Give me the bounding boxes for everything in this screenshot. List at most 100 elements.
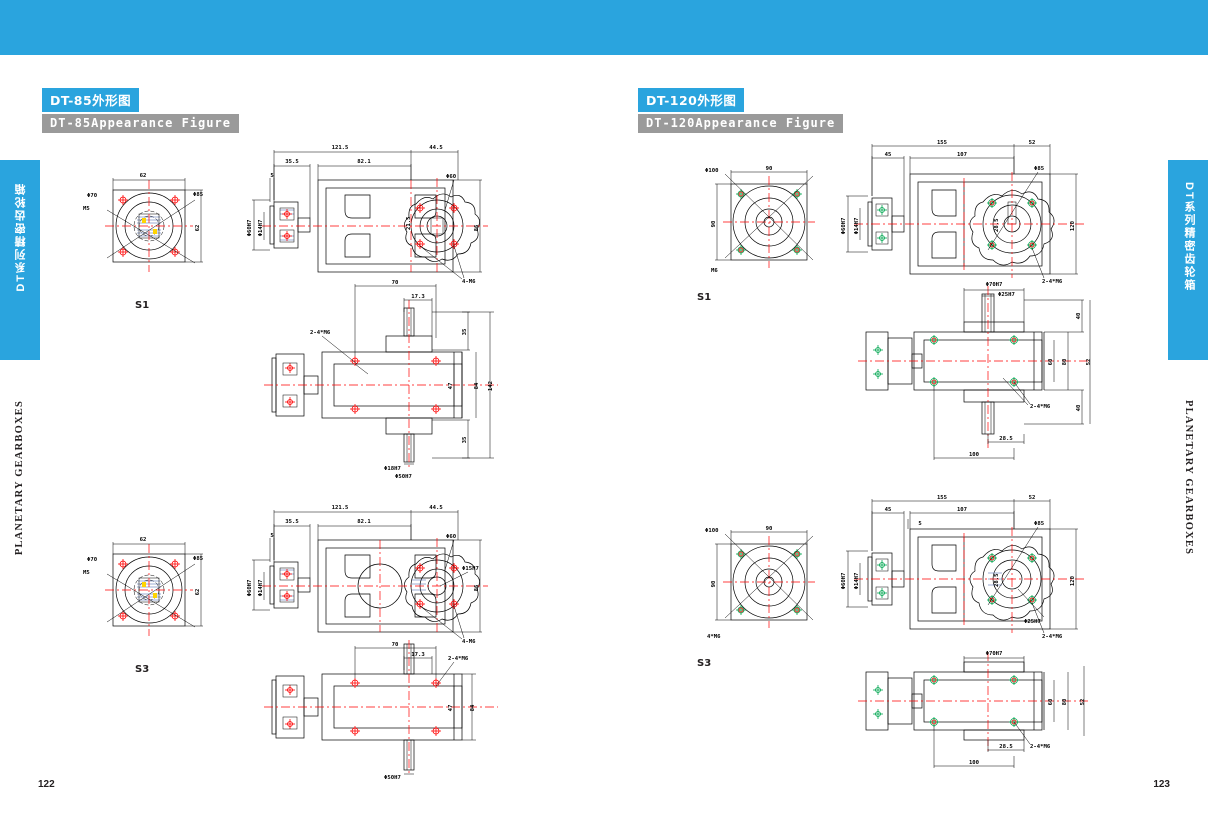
dim-dt120-s3-side-overall: 155 — [937, 495, 947, 501]
sidebar-tab-left: DT系列精密齿轮箱 — [0, 160, 40, 360]
top-banner — [0, 0, 1208, 55]
drawing-dt85-s1-front: 62 62 Φ70 Φ85 M5 S1 — [75, 148, 235, 323]
dim-dt85-s1-plan-slot: 17.3 — [411, 294, 424, 300]
dim-dt120-s3-side-motor: 45 — [885, 507, 892, 513]
heading-right-page: DT-120外形图 DT-120Appearance Figure — [638, 88, 844, 133]
dim-dt85-s1-side-output: 44.5 — [429, 145, 442, 151]
heading-right-cn: DT-120外形图 — [638, 88, 745, 112]
dim-dt120-s3-side-pilot: Φ60H7 — [841, 573, 847, 590]
dim-dt85-s1-plan-top-h: 35 — [462, 329, 468, 336]
dim-dt120-s1-side-pcd: Φ85 — [1034, 166, 1044, 172]
dim-dt85-s3-side-height: 86 — [474, 584, 480, 591]
dim-dt120-s3-side-body: 107 — [957, 507, 967, 513]
dim-dt120-s1-plan-mount-len: 100 — [969, 452, 980, 458]
dim-dt120-s3-side-shaft-in: Φ14H7 — [854, 573, 860, 590]
dim-dt85-s3-side-flange-t: 5 — [270, 533, 273, 539]
dim-dt85-s1-side-pilot: Φ60H7 — [247, 220, 253, 237]
dim-dt120-s3-front-thread: 4*M6 — [707, 634, 721, 640]
dim-dt120-s3-front-outer-circle: Φ100 — [705, 528, 719, 534]
dim-dt120-s1-plan-slot: 28.5 — [999, 436, 1012, 442]
dim-dt120-s3-side-hub: 28.5 — [994, 574, 1000, 587]
dim-dt85-s1-plan-mid-w: 84 — [474, 382, 480, 389]
heading-left-en: DT-85Appearance Figure — [42, 114, 239, 133]
dim-dt120-s3-side-output: 52 — [1029, 495, 1036, 501]
dim-dt120-s3-front-height: 90 — [711, 580, 717, 587]
page-number-right: 123 — [1153, 779, 1170, 790]
dim-dt85-s1-plan-thread: 2-4*M6 — [310, 330, 331, 336]
variant-label-dt120-s1: S1 — [697, 292, 711, 303]
drawing-dt120-s3-front: 90 90 Φ100 4*M6 S3 — [695, 508, 835, 688]
dim-dt120-s1-side-pilot: Φ60H7 — [841, 218, 847, 235]
dim-dt120-s1-front-height: 90 — [711, 220, 717, 227]
dim-dt85-s1-side-pcd: Φ60 — [446, 174, 457, 180]
dim-dt85-s3-side-thread: 4-M6 — [462, 639, 476, 645]
dim-dt85-s3-plan-shaft-out: Φ50H7 — [384, 775, 401, 781]
dim-dt120-s1-side-overall: 155 — [937, 140, 947, 146]
dim-dt85-s3-front-width: 62 — [140, 537, 147, 543]
variant-label-dt85-s1: S1 — [135, 300, 149, 311]
drawing-dt120-s1-plan: Φ70H7 Φ25H7 40 40 60 80 52 2-4*M6 — [858, 282, 1098, 472]
dim-dt85-s1-plan-overall-w: 142 — [488, 381, 494, 391]
dim-dt85-s1-front-bolt-circle: Φ70 — [87, 193, 98, 199]
dim-dt85-s3-side-bore: Φ15H7 — [462, 566, 479, 572]
dim-dt120-s1-front-width: 90 — [766, 166, 773, 172]
dim-dt120-s1-side-output: 52 — [1029, 140, 1036, 146]
dim-dt120-s1-plan-pilot-out: Φ70H7 — [986, 282, 1003, 288]
dim-dt85-s1-side-body: 82.1 — [357, 159, 371, 165]
dim-dt120-s3-plan-inner-w: 60 — [1048, 698, 1054, 705]
dim-dt85-s1-plan-shaft-out: Φ18H7 — [384, 466, 401, 472]
dim-dt85-s1-front-height: 62 — [195, 225, 201, 232]
dim-dt120-s3-plan-thread: 2-4*M6 — [1030, 744, 1051, 750]
dim-dt85-s3-side-overall: 121.5 — [332, 505, 349, 511]
sidebar-left-en-label: PLANETARY GEARBOXES — [14, 400, 25, 556]
drawing-dt85-s3-side: 121.5 44.5 35.5 82.1 5 Φ60H7 Φ14H7 86 Φ6 — [240, 500, 495, 650]
dim-dt120-s1-plan-inner-w: 60 — [1048, 358, 1054, 365]
dim-dt120-s3-plan-pilot-out: Φ70H7 — [986, 651, 1003, 657]
variant-label-dt120-s3: S3 — [697, 658, 711, 669]
dim-dt85-s1-front-outer-circle: Φ85 — [193, 192, 203, 198]
dim-dt120-s1-front-outer-circle: Φ100 — [705, 168, 719, 174]
dim-dt85-s3-front-outer-circle: Φ85 — [193, 556, 203, 562]
dim-dt120-s1-side-height: 120 — [1070, 220, 1076, 231]
dim-dt85-s1-front-thread: M5 — [83, 206, 90, 212]
dim-dt85-s1-side-height: 86 — [474, 224, 480, 231]
dim-dt120-s3-plan-slot: 28.5 — [999, 744, 1012, 750]
dim-dt85-s3-plan-thread: 2-4*M6 — [448, 656, 469, 662]
dim-dt85-s1-plan-inner-w: 47 — [448, 383, 454, 390]
drawing-dt85-s3-front: 62 62 Φ70 Φ85 M5 S3 — [75, 512, 235, 687]
sidebar-right-cn-label: DT系列精密齿轮箱 — [1183, 182, 1195, 292]
drawing-dt120-s3-side: 155 52 45 107 5 Φ60H7 Φ14H7 120 Φ85 28.5 — [828, 495, 1093, 645]
dim-dt120-s1-plan-top-h: 40 — [1076, 312, 1082, 319]
dim-dt85-s3-front-thread: M5 — [83, 570, 90, 576]
dim-dt120-s1-side-thread: 2-4*M6 — [1042, 279, 1063, 285]
dim-dt85-s3-plan-slot: 17.3 — [411, 652, 424, 658]
dim-dt85-s1-side-thread: 4-M6 — [462, 279, 476, 285]
dim-dt120-s1-side-shaft-in: Φ14H7 — [854, 218, 860, 235]
dim-dt120-s1-side-hub: 28.5 — [994, 219, 1000, 232]
drawing-dt120-s1-side: 155 52 45 107 Φ60H7 Φ14H7 120 Φ8 — [828, 140, 1093, 290]
dim-dt85-s1-front-width: 62 — [140, 173, 147, 179]
drawing-dt120-s1-front: 90 90 Φ100 M6 S1 — [695, 148, 835, 323]
dim-dt120-s1-plan-thread: 2-4*M6 — [1030, 404, 1051, 410]
dim-dt120-s1-plan-overall-w: 52 — [1086, 359, 1092, 366]
dim-dt85-s1-side-shaft-in: Φ14H7 — [258, 220, 264, 237]
dim-dt85-s3-side-motor: 35.5 — [285, 519, 298, 525]
dim-dt85-s3-front-height: 62 — [195, 589, 201, 596]
drawing-dt85-s1-side: 121.5 44.5 35.5 82.1 5 Φ60H7 Φ14H7 — [240, 140, 495, 290]
dim-dt85-s3-plan-inner-w: 47 — [448, 705, 454, 712]
dim-dt85-s3-plan-mount-len: 70 — [392, 642, 399, 648]
dim-dt85-s3-plan-mid-w: 84 — [470, 704, 476, 711]
dim-dt85-s1-side-overall: 121.5 — [332, 145, 349, 151]
dim-dt85-s1-plan-bot-h: 35 — [462, 437, 468, 444]
drawing-dt85-s1-plan: 70 17.3 2-4*M6 35 35 47 84 — [258, 278, 508, 473]
dim-dt120-s1-plan-bot-h: 40 — [1076, 404, 1082, 411]
dim-dt120-s3-side-thread: 2-4*M6 — [1042, 634, 1063, 640]
dim-dt85-s1-plan-pilot-out: Φ50H7 — [395, 474, 412, 480]
dim-dt85-s1-side-flange-t: 5 — [270, 173, 273, 179]
dim-dt85-s3-side-pcd: Φ60 — [446, 534, 457, 540]
dim-dt120-s1-plan-shaft-out: Φ25H7 — [998, 292, 1015, 298]
dim-dt120-s1-side-motor: 45 — [885, 152, 892, 158]
dim-dt120-s3-plan-overall-w: 52 — [1080, 699, 1086, 706]
drawing-dt85-s3-plan: 70 17.3 2-4*M6 47 84 Φ50H7 — [258, 640, 508, 781]
dim-dt85-s3-side-output: 44.5 — [429, 505, 442, 511]
